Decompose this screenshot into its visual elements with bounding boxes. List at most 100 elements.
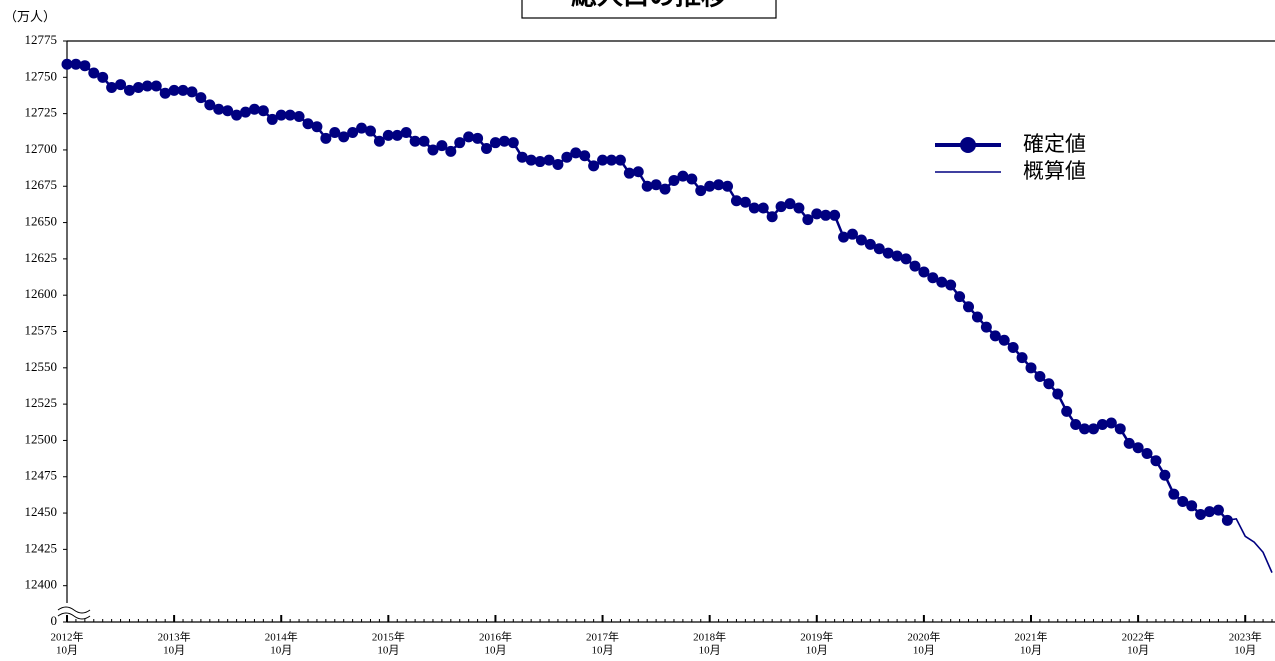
data-point	[1016, 352, 1028, 364]
y-tick-label: 12525	[25, 395, 58, 410]
data-point	[1123, 437, 1135, 449]
data-point	[722, 180, 734, 192]
y-tick-label: 0	[51, 613, 58, 628]
y-tick-label: 12650	[25, 214, 58, 229]
x-tick-label: 10月	[1234, 645, 1256, 657]
data-point	[579, 150, 591, 162]
data-point	[213, 103, 225, 115]
data-point	[266, 113, 278, 125]
y-tick-label: 12500	[25, 431, 58, 446]
y-tick-label: 12425	[25, 540, 58, 555]
data-point	[864, 238, 876, 250]
data-point	[489, 137, 501, 149]
data-point	[481, 142, 493, 154]
data-point	[1043, 378, 1055, 390]
data-point	[329, 127, 341, 139]
data-point	[150, 80, 162, 92]
y-tick-label: 12625	[25, 250, 58, 265]
data-point	[757, 202, 769, 214]
data-point	[204, 99, 216, 111]
data-point	[945, 279, 957, 291]
x-tick-label: 2015年	[372, 630, 405, 644]
data-point	[891, 250, 903, 262]
data-point	[1212, 504, 1224, 516]
data-point	[597, 154, 609, 166]
data-point	[730, 195, 742, 207]
x-tick-label: 2020年	[907, 630, 940, 644]
x-tick-label: 10月	[806, 645, 828, 657]
data-point	[775, 201, 787, 213]
data-point	[88, 67, 100, 79]
data-point	[391, 129, 403, 141]
data-point	[1141, 448, 1153, 460]
data-point	[1052, 388, 1064, 400]
data-point	[338, 131, 350, 143]
data-point	[293, 111, 305, 123]
data-point	[829, 209, 841, 221]
data-point	[900, 253, 912, 265]
data-point	[115, 79, 127, 91]
data-point	[320, 132, 332, 144]
data-point	[846, 228, 858, 240]
data-point	[454, 137, 466, 149]
data-point	[614, 154, 626, 166]
data-point	[686, 173, 698, 185]
y-tick-label: 12450	[25, 504, 58, 519]
data-point	[739, 196, 751, 208]
data-point	[641, 180, 653, 192]
data-point	[79, 60, 91, 72]
data-point	[873, 243, 885, 255]
legend-marker	[960, 137, 976, 153]
data-point	[1079, 423, 1091, 435]
data-point	[766, 211, 778, 223]
data-point	[659, 183, 671, 195]
data-point	[70, 58, 82, 70]
x-tick-label: 10月	[1020, 645, 1042, 657]
data-point	[409, 135, 421, 147]
data-point	[123, 84, 135, 96]
data-point	[552, 158, 564, 170]
data-point	[605, 154, 617, 166]
data-point	[802, 214, 814, 226]
x-tick-label: 2022年	[1122, 630, 1155, 644]
data-point	[141, 80, 153, 92]
data-point	[1168, 488, 1180, 500]
data-point	[570, 147, 582, 159]
x-tick-label: 10月	[163, 645, 185, 657]
data-point	[1096, 418, 1108, 430]
y-tick-label: 12775	[25, 32, 58, 47]
data-point	[400, 127, 412, 139]
data-point	[998, 334, 1010, 346]
data-point	[1114, 423, 1126, 435]
title-box	[521, 0, 777, 19]
data-point	[820, 209, 832, 221]
y-tick-label: 12575	[25, 322, 58, 337]
x-tick-label: 10月	[699, 645, 721, 657]
data-point	[1061, 405, 1073, 417]
x-tick-label: 2019年	[800, 630, 833, 644]
data-point	[980, 321, 992, 333]
x-tick-label: 2014年	[265, 630, 298, 644]
x-tick-label: 2018年	[693, 630, 726, 644]
x-tick-label: 10月	[592, 645, 614, 657]
data-point	[1007, 341, 1019, 353]
data-point	[106, 81, 118, 93]
data-point	[248, 103, 260, 115]
data-point	[284, 109, 296, 121]
y-tick-label: 12475	[25, 468, 58, 483]
data-point	[1132, 442, 1144, 454]
x-tick-label: 2023年	[1229, 630, 1262, 644]
data-point	[1025, 362, 1037, 374]
data-point	[427, 144, 439, 156]
data-point	[668, 174, 680, 186]
data-point	[445, 145, 457, 157]
data-point	[222, 105, 234, 117]
data-point	[704, 180, 716, 192]
data-point	[784, 198, 796, 210]
x-tick-label: 2012年	[51, 630, 84, 644]
data-point	[927, 272, 939, 284]
data-point	[1070, 418, 1082, 430]
data-point	[909, 260, 921, 272]
data-point	[588, 160, 600, 172]
